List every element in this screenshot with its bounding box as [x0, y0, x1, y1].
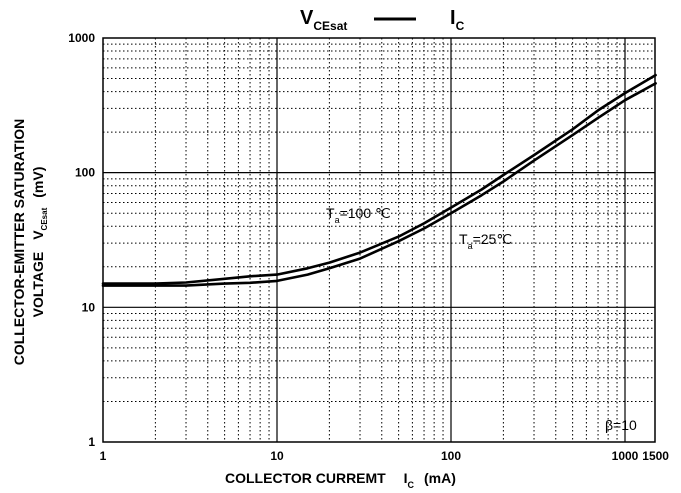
y-tick-label: 100 — [75, 166, 95, 180]
x-tick-label: 1500 — [642, 449, 669, 463]
y-tick-label: 1 — [88, 435, 95, 449]
series-label-ta25: Ta=25℃ — [459, 231, 512, 251]
x-tick-label: 100 — [441, 449, 461, 463]
title-main-sub: CEsat — [313, 19, 347, 33]
series-line-ta25 — [101, 82, 657, 287]
series-label-ta100: Ta=100 ℃ — [326, 205, 391, 225]
x-tick-label: 1000 — [612, 449, 639, 463]
condition-label: β=10 — [605, 417, 637, 433]
series-lines — [101, 73, 657, 287]
title-main: V — [300, 7, 314, 29]
chart-title: VCEsat IC — [300, 7, 465, 33]
x-tick-label: 1 — [100, 449, 107, 463]
x-tick-label: 10 — [270, 449, 284, 463]
y-axis-label: COLLECTOR-EMITTER SATURATION VOLTAGEVCEs… — [11, 119, 49, 366]
title-rel: I — [450, 7, 456, 29]
plot-frame — [102, 37, 656, 443]
y-tick-label: 1000 — [68, 31, 95, 45]
series-line-ta100 — [101, 73, 657, 285]
title-rel-sub: C — [456, 19, 465, 33]
svg-text:VCEsat: VCEsat — [300, 7, 347, 33]
x-axis-label: COLLECTOR CURREMT IC (mA) — [225, 470, 456, 490]
svg-text:IC: IC — [450, 7, 465, 33]
grid — [103, 38, 655, 442]
y-axis-label-line1: COLLECTOR-EMITTER SATURATION — [11, 119, 27, 366]
y-tick-label: 10 — [82, 300, 96, 314]
y-axis-label-line2: VOLTAGEVCEsat(mV) — [30, 167, 49, 318]
